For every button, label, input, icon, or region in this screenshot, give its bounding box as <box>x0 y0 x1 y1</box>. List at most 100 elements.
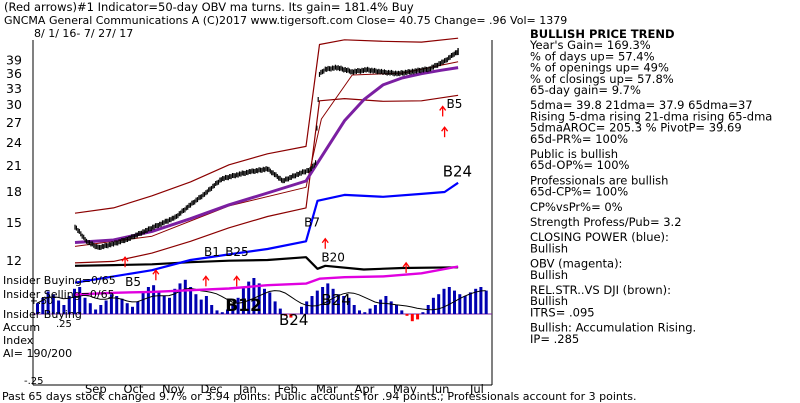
signal-label: B1 <box>204 245 220 259</box>
accum-bar <box>210 305 214 314</box>
right-panel: BULLISH PRICE TREND Year's Gain= 169.3% … <box>529 27 772 346</box>
x-tick-label: Nov <box>162 382 185 396</box>
accum-bar <box>67 296 71 314</box>
accum-bar <box>315 290 319 314</box>
insider-buying-label-2: Insider Buying <box>3 308 82 321</box>
accum-bar <box>284 314 288 316</box>
accum-bar <box>300 306 303 314</box>
accum-bar <box>289 314 293 318</box>
accum-bar <box>368 308 372 314</box>
y-tick-label: 27 <box>6 115 22 130</box>
obv-line <box>74 265 459 296</box>
signal-label: B24 <box>443 163 472 181</box>
accum-bar <box>136 301 140 314</box>
x-tick-label: Mar <box>316 382 338 396</box>
signal-label: B24 <box>321 291 350 309</box>
accum-bar <box>226 309 229 314</box>
accum-bar <box>178 283 182 314</box>
accum-bar <box>46 291 50 314</box>
y-tick-label: 33 <box>6 81 22 96</box>
accum-bar <box>352 305 356 314</box>
accum-bar <box>305 301 309 314</box>
x-tick-label: Feb <box>278 382 298 396</box>
buy-arrow <box>121 256 129 268</box>
accum-bar <box>263 288 266 314</box>
right-panel-line: ITRS= .095 <box>530 305 595 319</box>
accum-bar <box>395 305 398 314</box>
accum-bar <box>78 287 82 314</box>
right-panel-line: 65d-CP%= 100% <box>530 185 628 199</box>
rel-strength-line <box>74 256 459 271</box>
accum-bar <box>358 310 361 314</box>
accum-bar <box>73 288 76 314</box>
buy-arrow-head <box>152 269 160 275</box>
x-tick-label: Jun <box>431 382 450 396</box>
buy-arrow <box>321 237 329 249</box>
accum-bar <box>157 290 161 314</box>
accum-bar <box>484 290 488 314</box>
chart-grid <box>32 40 493 386</box>
accum-bar <box>51 294 55 314</box>
buy-arrow-head <box>121 256 129 262</box>
y-tick-label: 30 <box>6 97 22 112</box>
accum-bar <box>146 287 150 314</box>
accum-bar <box>453 290 456 314</box>
accum-bar <box>331 288 335 314</box>
accum-bar <box>410 314 414 322</box>
accum-bar <box>373 305 377 314</box>
accum-bar <box>125 303 129 314</box>
accum-bar <box>120 298 124 314</box>
lower-band-line <box>74 94 459 264</box>
header-indicator: (Red arrows)#1 Indicator=50-day OBV ma t… <box>4 0 414 14</box>
date-range: 8/ 1/ 16- 7/ 27/ 17 <box>34 27 133 40</box>
accum-bar <box>83 297 87 314</box>
index-label: Index <box>3 334 34 347</box>
x-tick-label: Apr <box>355 382 375 396</box>
accum-bar <box>204 296 208 314</box>
accum-bar <box>336 294 340 314</box>
right-panel-line: Professionals are bullish <box>530 173 668 187</box>
right-panel-line: Bullish <box>530 268 568 282</box>
ma65-line <box>74 66 459 244</box>
y-tick-label: 36 <box>6 66 22 81</box>
accum-bar <box>474 288 478 314</box>
accum-bar <box>278 308 282 314</box>
signal-label: B12 <box>225 296 262 316</box>
right-panel-line: Bullish <box>530 294 568 308</box>
accum-bar <box>310 296 314 314</box>
right-panel-line: CP%vsPr%= 0% <box>530 200 623 214</box>
y-tick-label: 39 <box>6 53 22 68</box>
accum-bar <box>183 279 187 314</box>
buy-arrow-head <box>439 105 447 111</box>
right-panel-line: 5dmaAROC= 205.3 % PivotP= 39.69 <box>530 121 742 135</box>
right-panel-line: Public is bullish <box>530 147 618 161</box>
accum-bar <box>189 287 193 314</box>
accum-bar <box>479 287 483 314</box>
accum-bar <box>447 287 451 314</box>
x-tick-label: Jan <box>238 382 257 396</box>
accum-bar <box>94 309 98 314</box>
y-tick-label: 15 <box>6 215 22 230</box>
right-panel-line: Bullish: Accumulation Rising. <box>530 321 696 335</box>
signal-label: B24 <box>279 311 308 329</box>
accum-bar <box>236 297 240 314</box>
buy-arrow <box>402 261 410 273</box>
accum-bar <box>347 297 351 314</box>
accum-bar <box>162 296 166 314</box>
right-panel-line: 65d-OP%= 100% <box>530 158 630 172</box>
accum-bar <box>36 303 39 314</box>
accum-bar <box>104 300 108 314</box>
accum-bar <box>463 296 467 314</box>
accum-bar <box>421 312 425 314</box>
right-panel-line: 65d-PR%= 100% <box>530 132 628 146</box>
accum-bar <box>88 303 92 314</box>
right-panel-line: Strength Profess/Pub= 3.2 <box>530 215 682 229</box>
accum-bar <box>384 296 388 314</box>
buy-arrow-head <box>202 275 210 281</box>
accum-bar <box>326 283 330 314</box>
accum-bar <box>231 305 235 314</box>
accum-bar <box>437 294 441 314</box>
